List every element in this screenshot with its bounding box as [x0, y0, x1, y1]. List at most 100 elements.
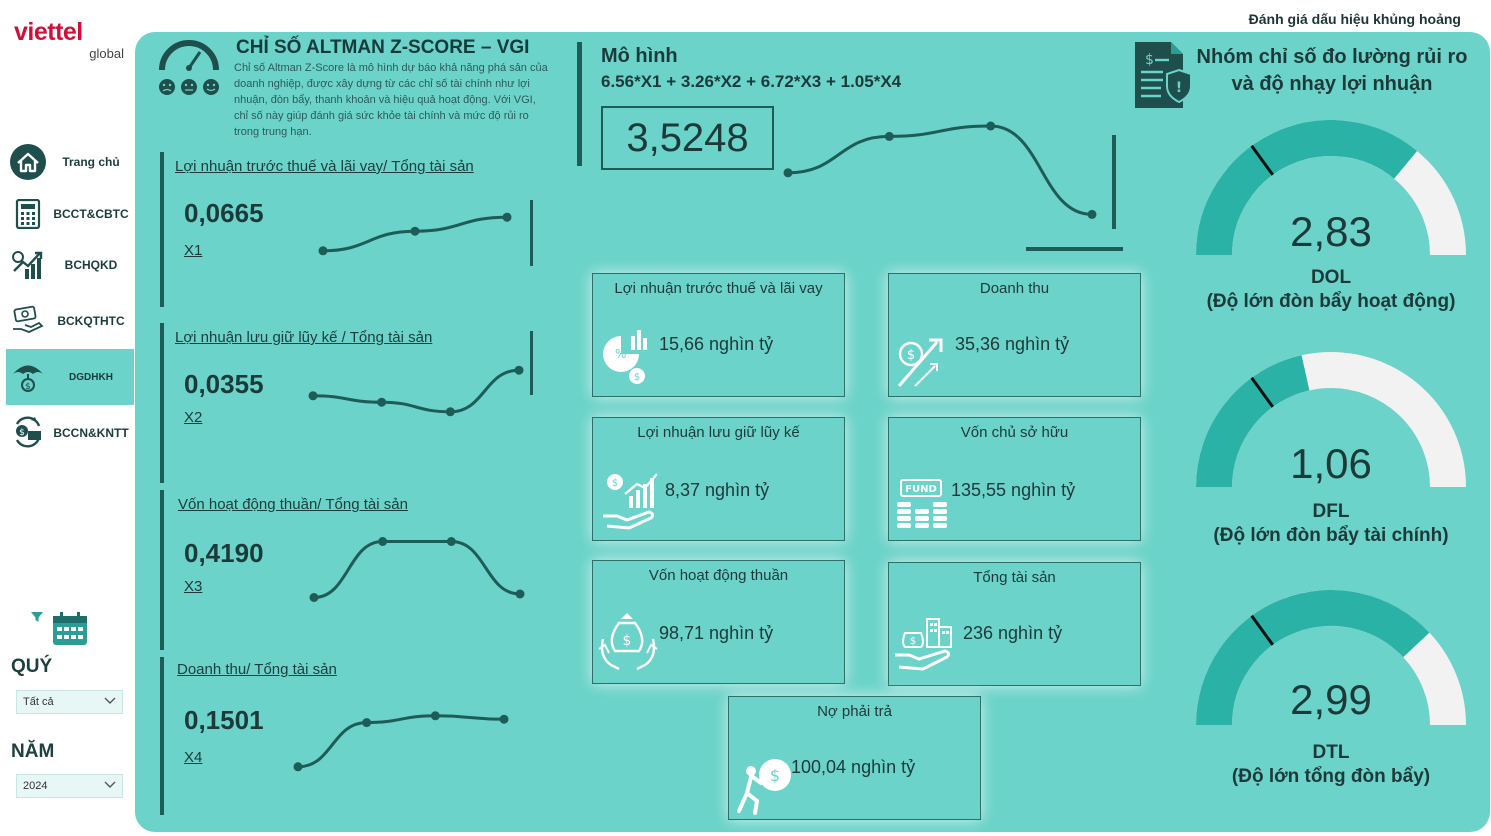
speedometer-faces-icon: [156, 38, 222, 103]
sidebar-item-label: BCCN&KNTT: [53, 426, 129, 440]
gauge-target-marker: [1250, 376, 1275, 408]
divider: [530, 200, 533, 266]
svg-text:$: $: [634, 372, 640, 383]
sparkline-path: [297, 714, 505, 769]
sidebar-item-bckqthtc[interactable]: BCKQTHTC: [6, 296, 134, 346]
metric-value: 35,36 nghìn tỷ: [955, 334, 1070, 354]
metric-card-working-capital: Vốn hoạt động thuần $ 98,71 nghìn tỷ: [592, 560, 845, 684]
sparkline-point: [377, 397, 387, 407]
metric-title: Lợi nhuận trước thuế và lãi vay: [614, 280, 823, 297]
sparkline-point: [362, 718, 372, 728]
ratio-sparkline: [293, 711, 509, 772]
sidebar-item-dgdhkh[interactable]: $ DGDHKH: [6, 349, 134, 405]
ratio-label: Lợi nhuận lưu giữ lũy kế / Tổng tài sản: [175, 329, 433, 346]
svg-text:!: !: [1176, 80, 1182, 96]
hand-assets-icon: $: [893, 613, 957, 680]
divider: [1112, 135, 1116, 229]
filter-icon[interactable]: [30, 610, 44, 629]
quarter-dropdown-value: Tất cả: [23, 696, 54, 708]
sidebar-item-bchqkd[interactable]: BCHQKD: [6, 240, 134, 290]
divider: [160, 490, 164, 650]
metric-title: Doanh thu: [979, 280, 1050, 297]
model-title: Mô hình: [601, 45, 678, 67]
year-dropdown[interactable]: 2024: [16, 774, 123, 798]
quarter-slicer-title: QUÝ: [11, 656, 53, 677]
metric-card-liabilities: Nợ phải trả $ 100,04 nghìn tỷ: [728, 696, 981, 820]
model-formula: 6.56*X1 + 3.26*X2 + 6.72*X3 + 1.05*X4: [601, 72, 902, 91]
risk-document-icon: $!: [1133, 40, 1193, 115]
sparkline-point: [293, 762, 303, 772]
ratio-value: 0,0355: [184, 369, 264, 399]
gauge-description: (Độ lớn đòn bẩy hoạt động): [1206, 291, 1456, 312]
pie-chart-money-icon: % $: [599, 326, 651, 391]
sparkline-point: [430, 711, 440, 721]
svg-text:$: $: [25, 382, 31, 392]
gauge-fill: [1196, 120, 1418, 256]
gauge-dfl: 1,06 DFL (Độ lớn đòn bẩy tài chính): [1196, 352, 1466, 552]
ratio-card-x3: Vốn hoạt động thuần/ Tổng tài sản 0,4190…: [160, 490, 540, 650]
hand-chart-icon: $: [601, 470, 661, 537]
sparkline-path: [313, 540, 521, 599]
metric-card-total-assets: Tổng tài sản $ 236 nghìn tỷ: [888, 562, 1141, 686]
fund-coins-icon: FUND: [895, 478, 951, 537]
sidebar-item-trang-chu[interactable]: Trang chủ: [6, 137, 134, 187]
chevron-down-icon: [104, 696, 116, 708]
svg-text:%: %: [615, 347, 626, 361]
gauge-value: 2,99: [1290, 676, 1372, 723]
home-icon: [8, 142, 48, 182]
gauge-fill: [1196, 590, 1430, 726]
revenue-arrow-icon: $: [895, 332, 949, 395]
gauge-dial: [1196, 120, 1466, 256]
metric-card-revenue: Doanh thu $ 35,36 nghìn tỷ: [888, 273, 1141, 397]
umbrella-icon: $: [8, 357, 48, 397]
metric-value: 15,66 nghìn tỷ: [659, 334, 774, 354]
metric-value: 236 nghìn tỷ: [963, 623, 1063, 643]
gauge-description: (Độ lớn đòn bẩy tài chính): [1213, 525, 1449, 546]
ratio-card-x4: Doanh thu/ Tổng tài sản 0,1501 X4: [160, 657, 540, 815]
sparkline-point: [445, 407, 455, 417]
money-bag-cycle-icon: $: [597, 609, 659, 680]
viettel-logo: viettel global: [14, 18, 124, 62]
sparkline-point: [378, 537, 388, 546]
sidebar-item-label: BCCT&CBTC: [53, 207, 129, 221]
sparkline-point: [410, 226, 420, 236]
ratio-sparkline: [318, 212, 512, 256]
svg-text:$: $: [770, 766, 780, 785]
sparkline-point: [499, 714, 509, 724]
svg-text:$: $: [623, 633, 632, 649]
page-subtitle: Đánh giá dấu hiệu khủng hoảng: [1248, 11, 1461, 27]
gauge-value: 2,83: [1290, 208, 1372, 255]
calculator-icon: [8, 194, 48, 234]
divider: [160, 152, 164, 307]
growth-chart-icon: [8, 245, 48, 285]
debt-burden-icon: $: [735, 753, 795, 822]
metric-title: Vốn hoạt động thuần: [648, 567, 789, 584]
zscore-description: Chỉ số Altman Z-Score là mô hình dự báo …: [234, 62, 548, 138]
ratio-label: Doanh thu/ Tổng tài sản: [177, 661, 337, 678]
sidebar-item-bcct-cbtc[interactable]: BCCT&CBTC: [6, 189, 134, 239]
sparkline-point: [783, 168, 793, 178]
sparkline-point: [309, 593, 319, 602]
ratio-value: 0,0665: [184, 198, 264, 228]
sparkline-point: [502, 212, 512, 222]
ratio-value: 0,1501: [184, 705, 264, 735]
logo-main-text: viettel: [14, 18, 83, 46]
zscore-value: 3,5248: [601, 106, 774, 170]
sidebar-item-label: Trang chủ: [62, 155, 120, 169]
gauge-name: DTL: [1312, 742, 1350, 763]
svg-text:$: $: [612, 478, 618, 489]
money-cycle-icon: $: [8, 413, 48, 453]
quarter-dropdown[interactable]: Tất cả: [16, 690, 123, 714]
divider: [530, 331, 533, 395]
sparkline-point: [1087, 209, 1097, 219]
sparkline-point: [514, 365, 524, 375]
year-dropdown-value: 2024: [23, 780, 48, 792]
ratio-label: Vốn hoạt động thuần/ Tổng tài sản: [178, 496, 408, 513]
gauge-name: DFL: [1312, 501, 1350, 522]
metric-value: 100,04 nghìn tỷ: [791, 757, 916, 777]
sidebar-item-bccn-kntt[interactable]: $ BCCN&KNTT: [6, 408, 134, 458]
ratio-card-x2: Lợi nhuận lưu giữ lũy kế / Tổng tài sản …: [160, 323, 540, 483]
gauge-name: DOL: [1310, 267, 1352, 288]
metric-card-retained-earnings: Lợi nhuận lưu giữ lũy kế $ 8,37 nghìn tỷ: [592, 417, 845, 541]
gauge-dial: [1196, 352, 1466, 488]
